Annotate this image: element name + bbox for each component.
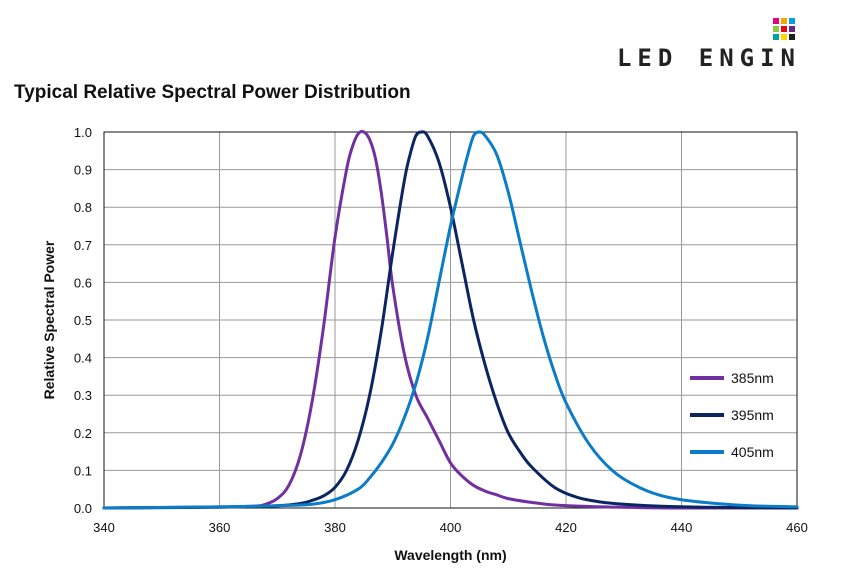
x-tick-label: 440 bbox=[671, 520, 693, 535]
logo-dot bbox=[781, 26, 787, 32]
logo-dot bbox=[773, 34, 779, 40]
logo-dot bbox=[773, 26, 779, 32]
legend-label: 385nm bbox=[731, 370, 774, 386]
x-tick-label: 460 bbox=[786, 520, 808, 535]
series-lines bbox=[102, 130, 799, 510]
x-tick-label: 380 bbox=[324, 520, 346, 535]
legend-label: 405nm bbox=[731, 444, 774, 460]
y-tick-label: 1.0 bbox=[74, 125, 92, 140]
y-tick-label: 0.7 bbox=[74, 238, 92, 253]
y-axis-title: Relative Spectral Power bbox=[41, 240, 57, 399]
x-tick-label: 420 bbox=[555, 520, 577, 535]
y-tick-label: 0.0 bbox=[74, 501, 92, 516]
x-axis-title: Wavelength (nm) bbox=[394, 547, 506, 563]
y-tick-label: 0.3 bbox=[74, 388, 92, 403]
logo-dot bbox=[781, 18, 787, 24]
series-line-385nm bbox=[102, 130, 799, 510]
x-tick-label: 340 bbox=[93, 520, 115, 535]
brand-logo: LED ENGIN bbox=[581, 18, 801, 74]
page-title: Typical Relative Spectral Power Distribu… bbox=[14, 82, 411, 103]
logo-dot bbox=[789, 34, 795, 40]
y-tick-label: 0.2 bbox=[74, 426, 92, 441]
y-tick-label: 0.9 bbox=[74, 163, 92, 178]
legend-label: 395nm bbox=[731, 407, 774, 423]
y-tick-label: 0.6 bbox=[74, 275, 92, 290]
chart-grid bbox=[103, 131, 798, 509]
logo-dot bbox=[781, 34, 787, 40]
y-tick-label: 0.8 bbox=[74, 200, 92, 215]
legend: 385nm 395nm 405nm bbox=[690, 370, 774, 460]
logo-dot bbox=[789, 26, 795, 32]
x-tick-label: 360 bbox=[209, 520, 231, 535]
y-tick-label: 0.4 bbox=[74, 351, 92, 366]
series-line-405nm bbox=[102, 130, 799, 510]
y-tick-label: 0.1 bbox=[74, 463, 92, 478]
y-tick-labels: 0.0 0.1 0.2 0.3 0.4 0.5 0.6 0.7 0.8 0.9 1.0 bbox=[74, 125, 92, 516]
logo-dots-icon bbox=[773, 18, 795, 40]
plot-area bbox=[103, 131, 798, 509]
series-line-395nm bbox=[102, 130, 799, 510]
x-tick-labels: 340 360 380 400 420 440 460 bbox=[93, 520, 808, 535]
y-tick-label: 0.5 bbox=[74, 313, 92, 328]
x-tick-label: 400 bbox=[440, 520, 462, 535]
logo-dot bbox=[773, 18, 779, 24]
logo-dot bbox=[789, 18, 795, 24]
logo-text: LED ENGIN bbox=[616, 44, 801, 72]
